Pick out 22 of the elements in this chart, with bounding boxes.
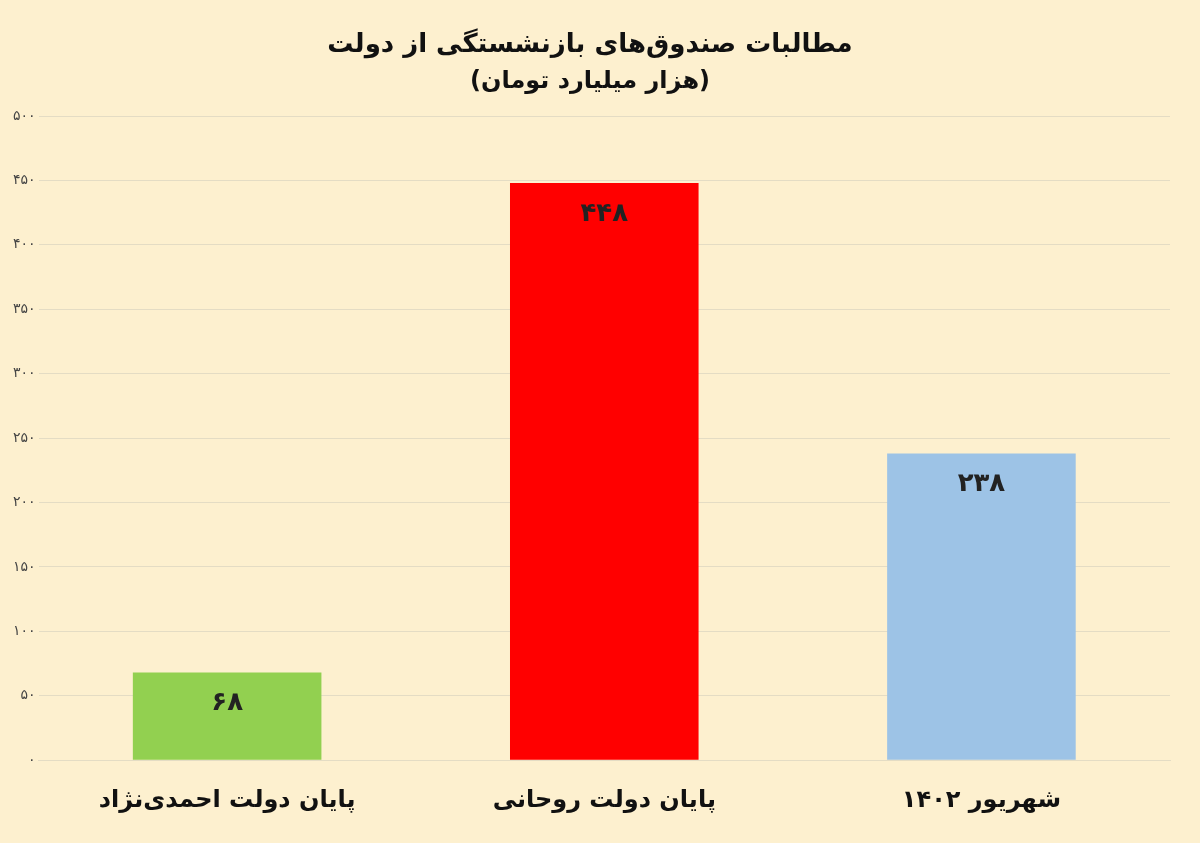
- x-tick-label: پایان دولت روحانی: [492, 784, 716, 813]
- chart-title: مطالبات صندوق‌های بازنشستگی از دولت: [327, 28, 853, 60]
- y-tick-label: ۱۵۰: [13, 557, 36, 574]
- y-tick-label: ۴۵۰: [13, 171, 36, 188]
- y-tick-label: ۱۰۰: [13, 622, 36, 638]
- y-tick-label: ۲۵۰: [13, 428, 36, 445]
- bar: [887, 453, 1076, 760]
- y-tick-label: ۴۰۰: [13, 235, 36, 252]
- data-label: ۶۸: [211, 686, 244, 717]
- data-label: ۴۴۸: [580, 196, 629, 227]
- data-label: ۲۳۸: [957, 467, 1006, 498]
- y-tick-label: ۵۰: [20, 686, 36, 703]
- x-tick-label: پایان دولت احمدی‌نژاد: [98, 784, 356, 813]
- chart-subtitle: (هزار میلیارد تومان): [469, 65, 711, 94]
- x-tick-label: شهریور ۱۴۰۲: [901, 784, 1062, 813]
- y-tick-label: ۰: [28, 750, 36, 767]
- y-tick-label: ۵۰۰: [13, 106, 36, 123]
- y-tick-label: ۳۵۰: [13, 299, 36, 316]
- bar: [509, 183, 699, 760]
- bar: [132, 672, 322, 760]
- y-tick-label: ۲۰۰: [13, 493, 36, 510]
- y-tick-label: ۳۰۰: [13, 364, 36, 381]
